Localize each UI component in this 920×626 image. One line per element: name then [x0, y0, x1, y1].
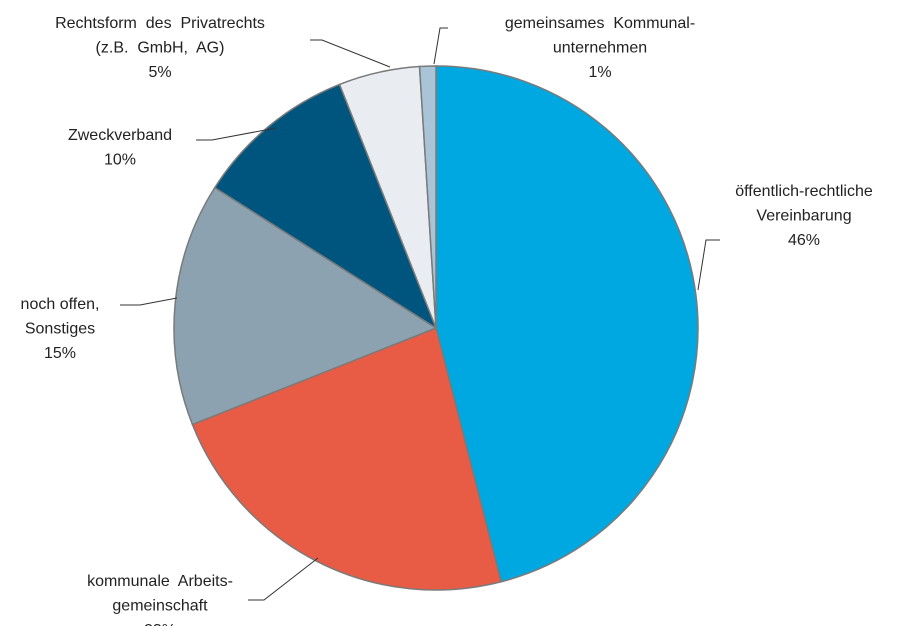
label-line: Rechtsform des Privatrechts	[55, 15, 265, 32]
slice-label: noch offen, Sonstiges	[21, 296, 100, 338]
pie-slice	[418, 65, 437, 329]
leader-line	[120, 297, 178, 306]
value-label: 10%	[104, 152, 136, 169]
leader-line	[433, 27, 448, 65]
label-line: gemeinsames Kommunal-	[505, 15, 695, 32]
slice-label: gemeinsames Kommunal-unternehmen	[505, 15, 695, 57]
label-line: noch offen,	[21, 296, 100, 313]
value-label: 46%	[788, 232, 820, 249]
slice-label: öffentlich-rechtliche Vereinbarung	[735, 183, 873, 225]
leader-line	[697, 239, 720, 291]
label-line: Sonstiges	[25, 321, 95, 338]
leader-line	[196, 127, 277, 141]
value-label: 23%	[144, 622, 176, 626]
slice-label: kommunale Arbeits-gemeinschaft	[87, 573, 233, 615]
label-line: (z.B. GmbH, AG)	[96, 40, 225, 57]
label-line: öffentlich-rechtliche	[735, 183, 873, 200]
label-line: Zweckverband	[68, 127, 172, 144]
pie-slice	[213, 83, 438, 330]
value-label: 1%	[588, 64, 611, 81]
label-line: Vereinbarung	[756, 208, 851, 225]
leader-line	[310, 39, 391, 68]
pie-slice	[173, 186, 438, 426]
label-line: kommunale Arbeits-	[87, 573, 233, 590]
label-line: gemeinschaft	[112, 598, 208, 615]
slice-label: Zweckverband	[68, 127, 172, 144]
leader-line	[248, 557, 319, 601]
value-label: 5%	[148, 64, 171, 81]
slice-label: Rechtsform des Privatrechts (z.B. GmbH, A…	[55, 15, 265, 57]
value-label: 15%	[44, 345, 76, 362]
pie-slice	[435, 65, 699, 583]
pie-slice	[191, 326, 503, 591]
label-line: unternehmen	[553, 40, 647, 57]
